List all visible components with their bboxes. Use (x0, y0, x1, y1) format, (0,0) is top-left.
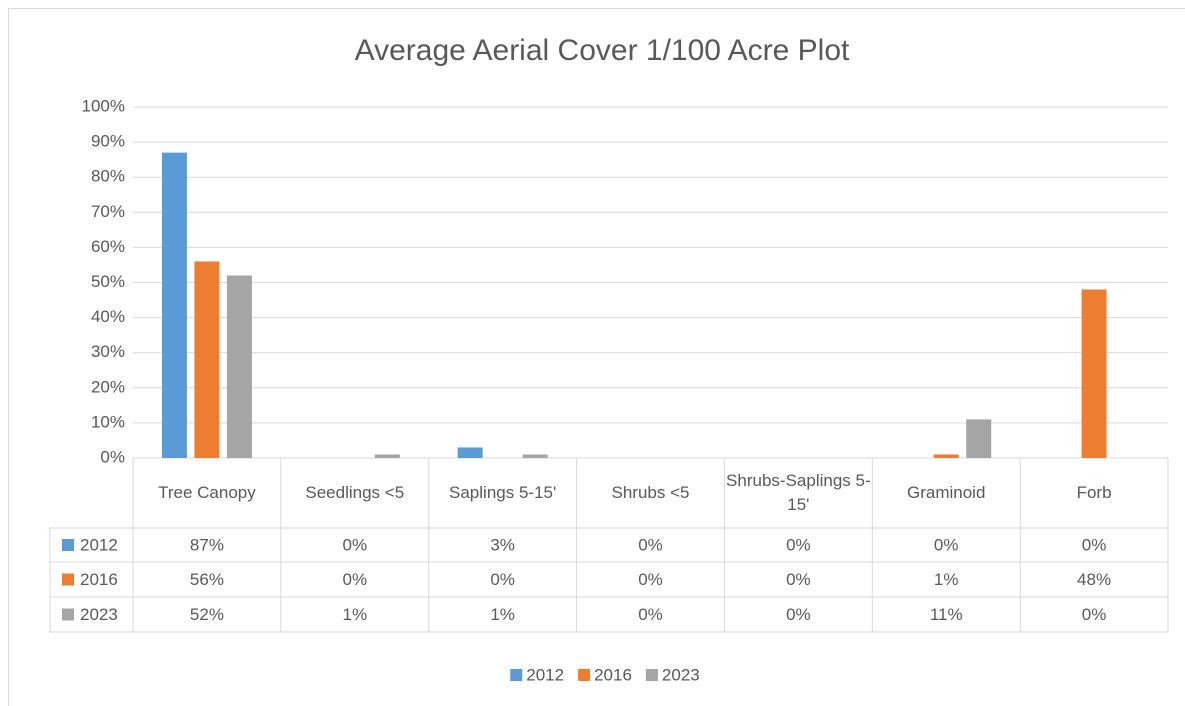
table-row-label: 2012 (80, 535, 118, 554)
legend-key (510, 669, 523, 681)
y-tick-label: 60% (91, 237, 125, 256)
table-value: 52% (190, 605, 224, 624)
table-row-label: 2016 (80, 570, 118, 589)
bar (966, 419, 992, 458)
x-tick-label: Saplings 5-15' (449, 483, 557, 502)
table-row-label: 2023 (80, 605, 118, 624)
legend-label: 2016 (594, 665, 632, 684)
table-value: 56% (190, 570, 224, 589)
x-tick-label-box: Seedlings <5 (305, 483, 405, 502)
table-value: 1% (934, 570, 959, 589)
table-value: 11% (930, 605, 963, 624)
table-legend-key (62, 539, 74, 551)
x-tick-label-box: Saplings 5-15' (449, 483, 557, 502)
legend: 2012 2016 2023 (510, 665, 700, 684)
table-value: 87% (190, 535, 224, 554)
table-value: 0% (1082, 605, 1107, 624)
table-value: 0% (638, 605, 663, 624)
table-value: 0% (786, 605, 811, 624)
x-tick-label: Tree Canopy (158, 483, 256, 502)
chart-frame (8, 8, 1185, 706)
table-value: 0% (1082, 535, 1107, 554)
legend-key (578, 669, 591, 681)
table-value: 1% (342, 605, 367, 624)
legend-label: 2023 (662, 665, 700, 684)
table-value: 0% (490, 570, 515, 589)
table-value: 0% (786, 570, 811, 589)
y-tick-label: 50% (91, 272, 125, 291)
y-tick-label: 30% (91, 342, 125, 361)
bar (194, 261, 220, 458)
x-tick-label: Shrubs <5 (611, 483, 690, 502)
legend-label: 2012 (526, 665, 564, 684)
y-tick-label: 20% (91, 377, 125, 396)
table-value: 0% (786, 535, 811, 554)
x-tick-label: Graminoid (906, 483, 986, 502)
bar (1081, 289, 1107, 458)
y-tick-label: 80% (91, 167, 125, 186)
x-tick-label-box: Tree Canopy (158, 483, 256, 502)
x-tick-label: Forb (1076, 483, 1112, 502)
table-value: 48% (1077, 570, 1111, 589)
y-tick-label: 10% (91, 412, 125, 431)
table-legend-key (62, 608, 74, 621)
chart-title: Average Aerial Cover 1/100 Acre Plot (355, 34, 850, 67)
bar (457, 447, 483, 458)
y-tick-label: 40% (91, 307, 125, 326)
y-tick-label: 70% (91, 202, 125, 221)
x-tick-label: Shrubs-Saplings 5-15' (726, 471, 871, 514)
y-tick-label: 90% (91, 132, 125, 151)
bar (161, 152, 187, 458)
x-tick-label-box: Shrubs <5 (611, 483, 690, 502)
bar (933, 454, 959, 458)
table-value: 0% (638, 535, 663, 554)
table-value: 0% (934, 535, 959, 554)
table-value: 0% (342, 535, 367, 554)
x-tick-label: Seedlings <5 (305, 483, 405, 502)
bar (374, 454, 400, 458)
x-tick-label-box: Shrubs-Saplings 5-15' (726, 471, 871, 514)
table-value: 1% (490, 605, 515, 624)
y-tick-label: 100% (82, 96, 125, 115)
x-tick-label-box: Graminoid (906, 483, 986, 502)
legend-key (645, 669, 658, 681)
bar (226, 275, 252, 458)
table-value: 0% (342, 570, 367, 589)
y-tick-label: 0% (100, 447, 125, 466)
bar (522, 454, 548, 458)
table-legend-key (62, 573, 74, 586)
table-value: 0% (638, 570, 663, 589)
table-value: 3% (490, 535, 515, 554)
x-tick-label-box: Forb (1076, 483, 1112, 502)
